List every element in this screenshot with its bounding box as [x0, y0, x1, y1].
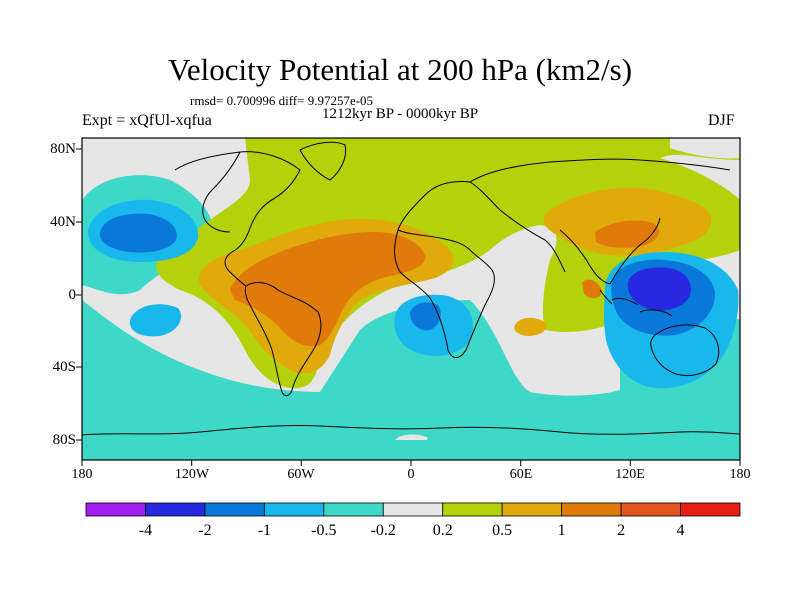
- colorbar-label: 1: [557, 522, 566, 539]
- indian-ocean-positive: [514, 317, 547, 336]
- west-pacific-low-3: [627, 267, 691, 311]
- colorbar-label: 2: [617, 522, 626, 539]
- colorbar-label: -1: [257, 522, 272, 539]
- colorbar-label: 0.2: [432, 522, 453, 539]
- colorbar-label: -4: [138, 522, 153, 539]
- stats-line: rmsd= 0.700996 diff= 9.97257e-05: [190, 93, 374, 108]
- north-pacific-low-2: [99, 213, 177, 253]
- coast-australia: [650, 324, 720, 377]
- colorbar-swatch: [204, 502, 265, 517]
- colorbar-label: 4: [676, 522, 685, 539]
- colorbar-label: -2: [198, 522, 212, 539]
- colorbar-swatch: [382, 502, 444, 517]
- coast-asia: [469, 158, 731, 285]
- season-label: DJF: [708, 112, 735, 129]
- x-tick-label: 180: [729, 467, 751, 482]
- colorbar-swatch: [680, 502, 741, 517]
- africa-low-2: [410, 302, 441, 331]
- atlantic-positive-2: [230, 232, 426, 347]
- maritime-positive: [582, 279, 602, 299]
- x-tick-label: 120E: [615, 467, 645, 482]
- coast-south-america: [244, 282, 322, 397]
- y-tick-label: 40S: [52, 359, 76, 375]
- figure-title: Velocity Potential at 200 hPa (km2/s): [167, 52, 633, 87]
- x-tick-label: 180: [71, 467, 93, 482]
- period-label: 1212kyr BP - 0000kyr BP: [322, 106, 479, 122]
- colorbar-swatch: [501, 502, 563, 517]
- colorbar-label: 0.5: [492, 522, 513, 539]
- colorbar-swatch: [620, 502, 681, 517]
- x-tick-label: 60W: [287, 467, 315, 482]
- coast-north-america: [174, 151, 301, 287]
- coast-antarctica: [82, 424, 740, 436]
- coast-europe-africa: [394, 181, 501, 358]
- colorbar-swatch: [145, 502, 206, 517]
- y-tick-label: 40N: [50, 214, 76, 230]
- velocity-potential-map: [82, 138, 740, 460]
- colorbar-swatch: [323, 502, 384, 517]
- asia-positive-2: [595, 220, 660, 248]
- colorbar-swatch: [85, 502, 146, 517]
- colorbar-swatch: [561, 502, 622, 517]
- antarctic-grey-band: [82, 440, 740, 460]
- southern-ocean-negative-band: [82, 296, 740, 460]
- coastlines: [82, 141, 740, 436]
- colorbar: [85, 502, 741, 517]
- x-tick-label: 60E: [509, 467, 533, 482]
- coast-maritime: [599, 289, 673, 317]
- y-tick-label: 0: [68, 287, 77, 303]
- x-tick-label: 0: [407, 467, 415, 482]
- x-tick-label: 120W: [174, 467, 210, 482]
- colorbar-label: -0.5: [311, 522, 337, 539]
- arctic-grey-patch: [670, 138, 740, 159]
- y-tick-label: 80N: [50, 141, 76, 157]
- axis-ticks: [76, 148, 741, 466]
- coast-greenland: [299, 141, 347, 181]
- colorbar-label: -0.2: [370, 522, 396, 539]
- colorbar-swatch: [442, 502, 503, 517]
- colorbar-swatch: [263, 502, 325, 517]
- experiment-label: Expt = xQfUl-xqfua: [82, 112, 212, 129]
- y-tick-label: 80S: [52, 432, 76, 448]
- south-pacific-low: [129, 304, 182, 337]
